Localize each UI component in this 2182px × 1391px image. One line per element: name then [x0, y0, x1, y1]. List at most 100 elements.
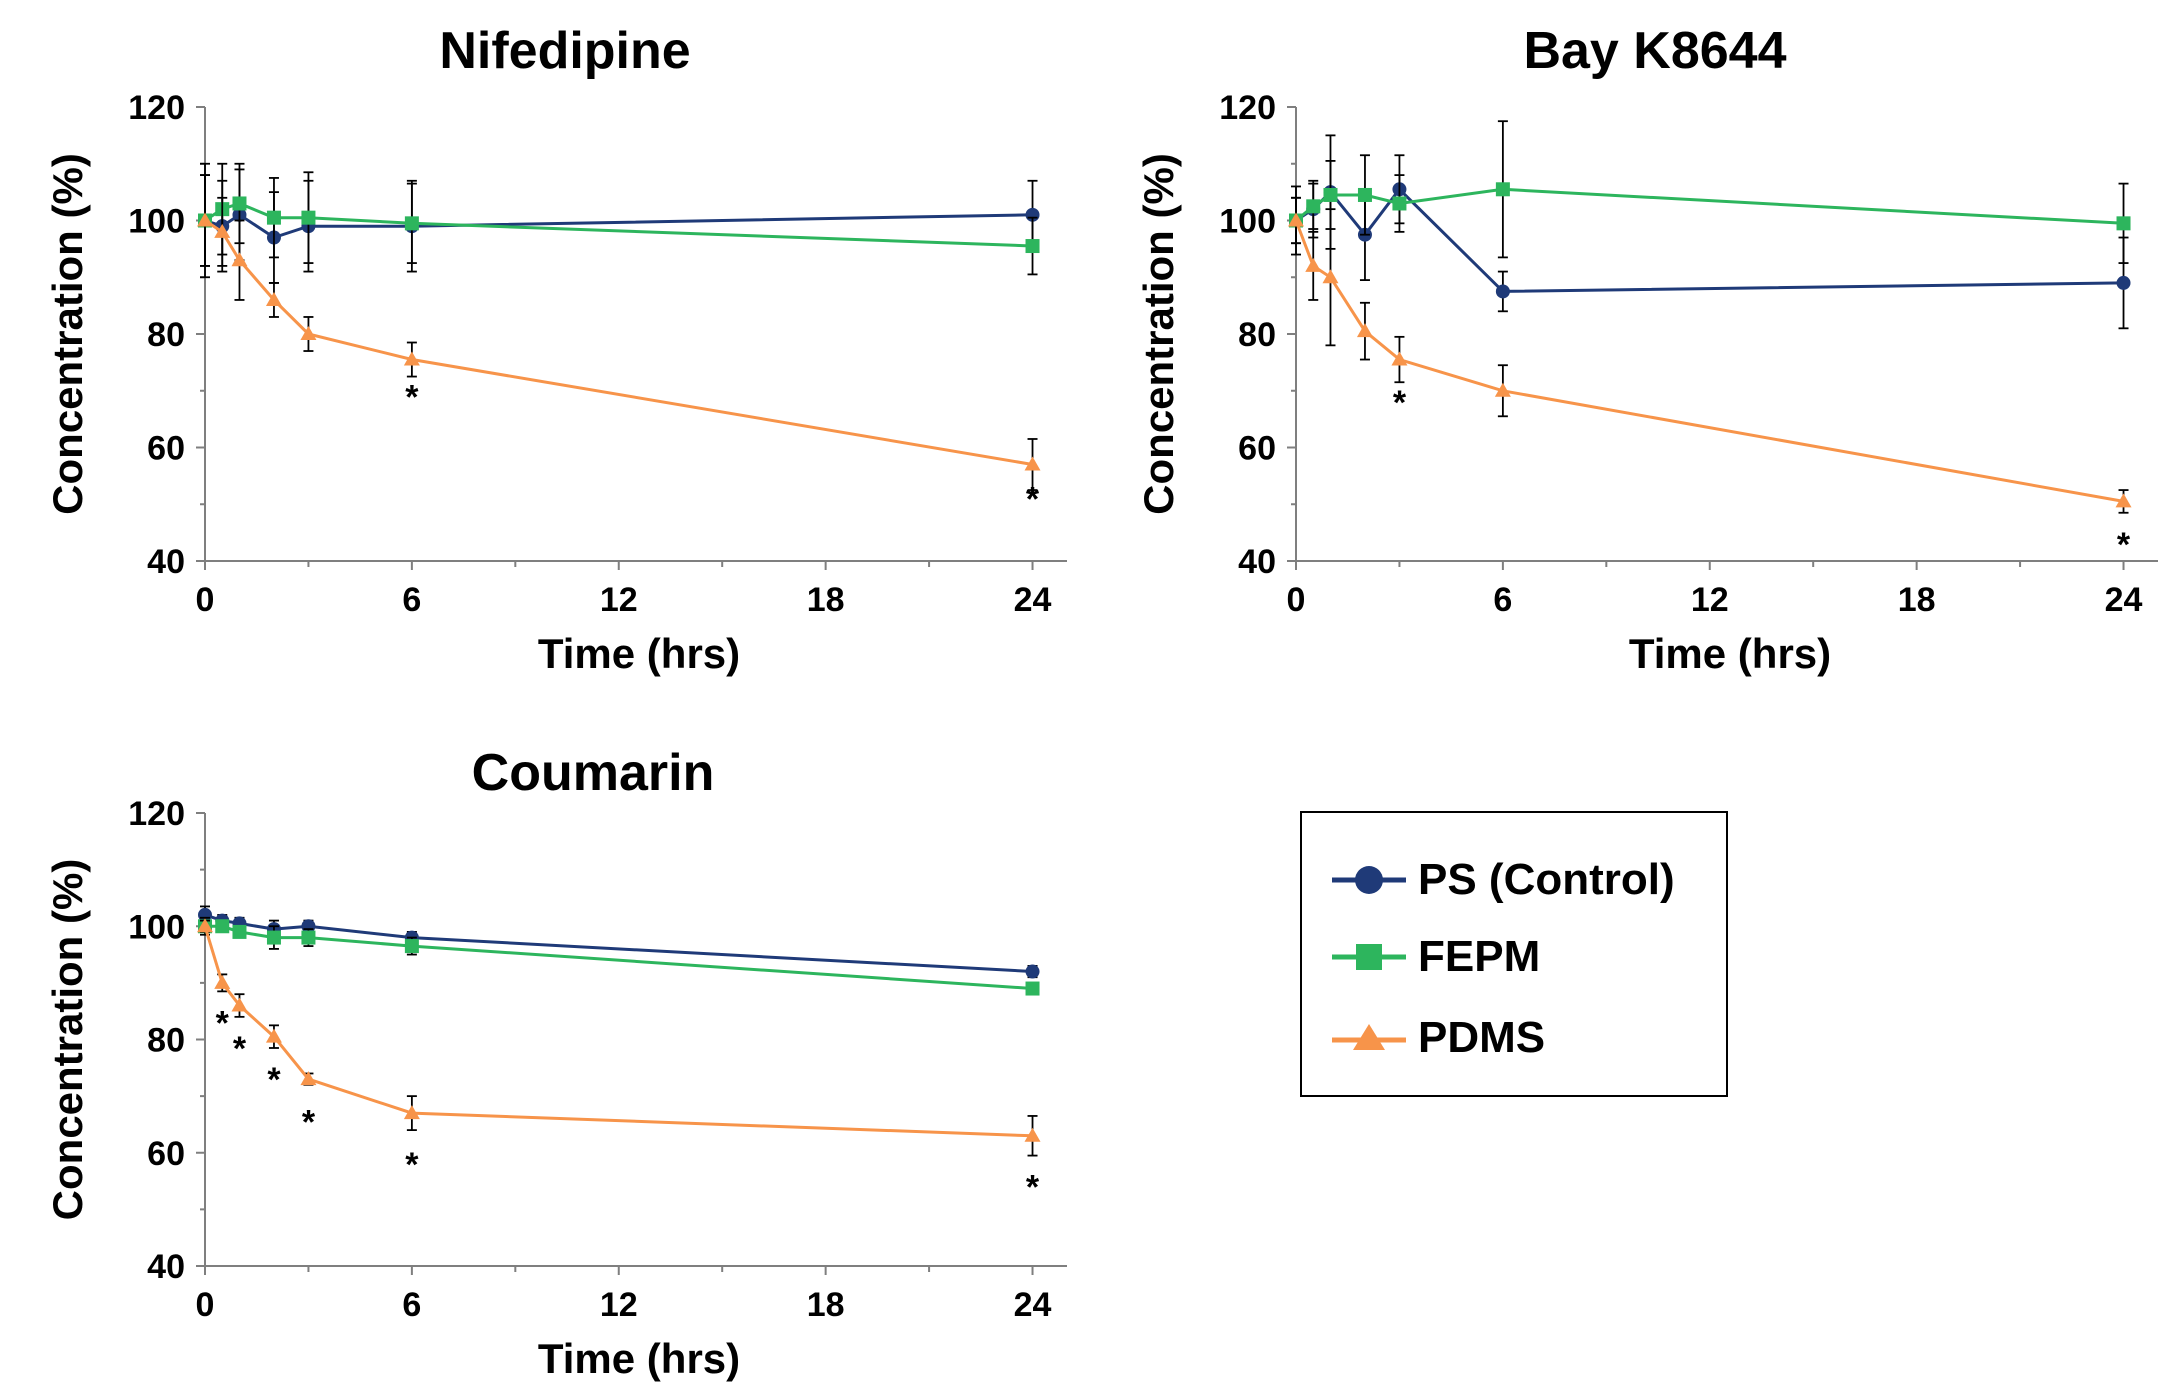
- x-tick-label: 24: [2105, 581, 2143, 619]
- data-point: [2115, 493, 2132, 508]
- series-line: [203, 925, 1033, 1138]
- data-point: [1356, 323, 1373, 338]
- data-point: [232, 924, 247, 939]
- x-tick-label: 0: [196, 1286, 215, 1324]
- data-point: [1495, 182, 1510, 197]
- data-point: [266, 210, 281, 225]
- y-tick-label: 80: [147, 316, 185, 354]
- significance-marker: *: [405, 378, 419, 416]
- data-point: [403, 351, 420, 366]
- legend-label: PDMS: [1418, 1013, 1546, 1062]
- y-tick-label: 60: [1238, 430, 1276, 468]
- x-tick-label: 12: [600, 1286, 638, 1324]
- data-point: [1306, 199, 1321, 214]
- circle-marker-icon: [1332, 866, 1406, 894]
- series-ps-control: [198, 905, 1040, 979]
- series-ps-control: [1289, 134, 2131, 330]
- y-tick-label: 100: [128, 203, 185, 241]
- significance-marker: *: [405, 1146, 419, 1184]
- series-fepm: [198, 162, 1040, 276]
- legend-label: PS (Control): [1418, 855, 1675, 904]
- series-fepm: [198, 916, 1040, 996]
- series-line: [1294, 219, 2124, 503]
- x-tick-label: 0: [196, 581, 215, 619]
- significance-marker: *: [1026, 481, 1040, 519]
- legend-label: FEPM: [1418, 932, 1541, 981]
- square-marker-icon: [1332, 944, 1406, 970]
- series-ps-control: [198, 162, 1040, 284]
- data-point: [197, 212, 213, 227]
- data-point: [231, 997, 248, 1012]
- series-line: [204, 219, 1033, 466]
- legend-item-fepm: FEPM: [1330, 927, 1540, 987]
- x-tick-label: 12: [600, 581, 638, 619]
- significance-marker: *: [216, 1005, 230, 1043]
- y-tick-label: 80: [1238, 316, 1276, 354]
- x-tick-label: 6: [402, 1286, 421, 1324]
- data-point: [1392, 196, 1407, 211]
- y-tick-label: 100: [128, 908, 185, 946]
- data-point: [1288, 212, 1304, 227]
- chart-title: Bay K8644: [1523, 22, 1786, 80]
- data-point: [1322, 269, 1339, 284]
- data-point: [1323, 187, 1338, 202]
- data-point: [2116, 216, 2131, 231]
- y-axis-title: Concentration (%): [44, 859, 91, 1221]
- data-point: [1025, 239, 1040, 254]
- data-point: [197, 918, 213, 933]
- data-point: [300, 326, 317, 340]
- legend-item-ps-control: PS (Control): [1330, 850, 1675, 910]
- series-pdms: [1288, 185, 2132, 514]
- y-tick-label: 40: [147, 1248, 185, 1286]
- significance-marker: *: [233, 1030, 247, 1068]
- x-tick-label: 18: [807, 1286, 845, 1324]
- chart-panel-bay-k8644: Bay K8644 40 60 80 100 120 0 6 12 18 24 Time (hrs) C…: [1135, 22, 2158, 677]
- x-tick-label: 12: [1691, 581, 1729, 619]
- data-point: [403, 1105, 420, 1120]
- legend-item-pdms: PDMS: [1330, 1008, 1545, 1068]
- y-tick-label: 60: [147, 1135, 185, 1173]
- data-point: [404, 216, 419, 231]
- series-line: [1295, 187, 2124, 225]
- x-tick-label: 24: [1014, 1286, 1052, 1324]
- y-axis-title: Concentration (%): [1135, 153, 1182, 515]
- data-point: [1025, 964, 1040, 979]
- data-point: [1024, 456, 1041, 471]
- triangle-marker-icon: [1332, 1024, 1406, 1050]
- chart-panel-coumarin: Coumarin 40 60 80 100 120 0 6 12 18 24 Time (hrs) Co…: [44, 744, 1067, 1382]
- y-axis-title: Concentration (%): [44, 153, 91, 515]
- data-point: [404, 939, 419, 954]
- x-tick-label: 6: [1493, 581, 1512, 619]
- significance-marker: *: [1393, 384, 1407, 422]
- data-point: [265, 1028, 282, 1043]
- data-point: [232, 196, 247, 211]
- y-tick-label: 40: [147, 543, 185, 581]
- data-point: [1495, 284, 1510, 299]
- x-axis-title: Time (hrs): [1629, 630, 1831, 677]
- legend: PS (Control) FEPM PDMS: [1300, 811, 1728, 1097]
- x-tick-label: 18: [1898, 581, 1936, 619]
- y-tick-label: 80: [147, 1022, 185, 1060]
- y-tick-label: 120: [128, 89, 185, 127]
- data-point: [214, 223, 231, 238]
- x-tick-label: 24: [1014, 581, 1052, 619]
- data-point: [265, 291, 282, 306]
- x-axis-title: Time (hrs): [538, 630, 740, 677]
- data-point: [231, 252, 248, 267]
- data-point: [300, 1071, 317, 1086]
- data-point: [1305, 257, 1322, 272]
- y-tick-label: 120: [1219, 89, 1276, 127]
- data-point: [1024, 1127, 1041, 1142]
- significance-marker: *: [2117, 526, 2131, 564]
- data-point: [301, 210, 316, 225]
- series-fepm: [1289, 120, 2131, 264]
- series-line: [1295, 187, 2124, 293]
- x-tick-label: 0: [1287, 581, 1306, 619]
- significance-marker: *: [267, 1061, 281, 1099]
- series-pdms: [197, 174, 1041, 491]
- series-line: [204, 913, 1033, 973]
- data-point: [1025, 981, 1040, 996]
- data-point: [2116, 275, 2131, 290]
- chart-panel-nifedipine: Nifedipine 40 60 80 100 120 0 6 12 18 24 Time (hrs)…: [44, 22, 1067, 677]
